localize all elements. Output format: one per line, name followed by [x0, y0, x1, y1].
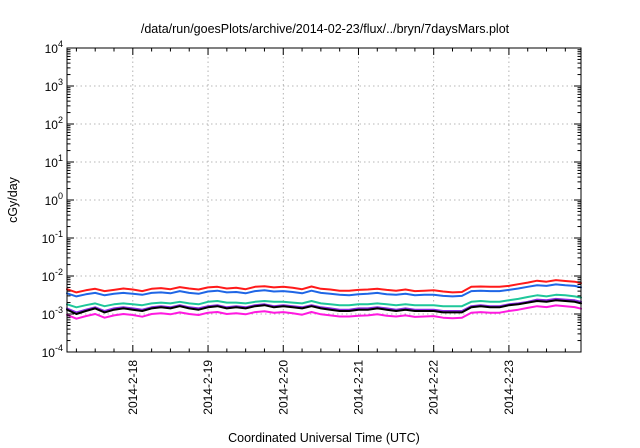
- x-tick-label: 2014-2-18: [126, 360, 140, 415]
- y-tick-label: 103: [45, 77, 63, 94]
- x-axis-title: Coordinated Universal Time (UTC): [228, 431, 420, 445]
- y-tick-label: 10-2: [42, 267, 63, 284]
- y-tick-label: 101: [45, 153, 63, 170]
- series-line-5: [66, 299, 582, 315]
- x-tick-label: 2014-2-19: [201, 360, 215, 415]
- series-line-3: [66, 293, 582, 309]
- y-tick-label: 104: [45, 39, 63, 56]
- series-group: [66, 279, 582, 320]
- series-line-1: [66, 279, 582, 294]
- y-tick-label: 10-1: [42, 229, 63, 246]
- series-line-6: [66, 304, 582, 320]
- y-tick-label: 10-4: [42, 343, 63, 360]
- x-tick-label: 2014-2-23: [502, 360, 516, 415]
- x-tick-label: 2014-2-22: [427, 360, 441, 415]
- y-tick-label: 102: [45, 115, 63, 132]
- x-tick-label: 2014-2-21: [351, 360, 365, 415]
- series-line-2: [66, 283, 582, 298]
- series-line-4: [66, 297, 582, 314]
- x-axis: 2014-2-18 2014-2-19 2014-2-20 2014-2-21 2014…: [75, 48, 566, 415]
- y-tick-label: 10-3: [42, 305, 63, 322]
- y-axis: 10-4 10-3 10-2 10-1 100 101 102 103 104: [42, 39, 581, 360]
- x-tick-label: 2014-2-20: [276, 360, 290, 415]
- chart-title: /data/run/goesPlots/archive/2014-02-23/f…: [141, 22, 510, 36]
- y-axis-title: cGy/day: [6, 176, 20, 223]
- grid: [67, 48, 581, 352]
- y-tick-label: 100: [45, 191, 63, 208]
